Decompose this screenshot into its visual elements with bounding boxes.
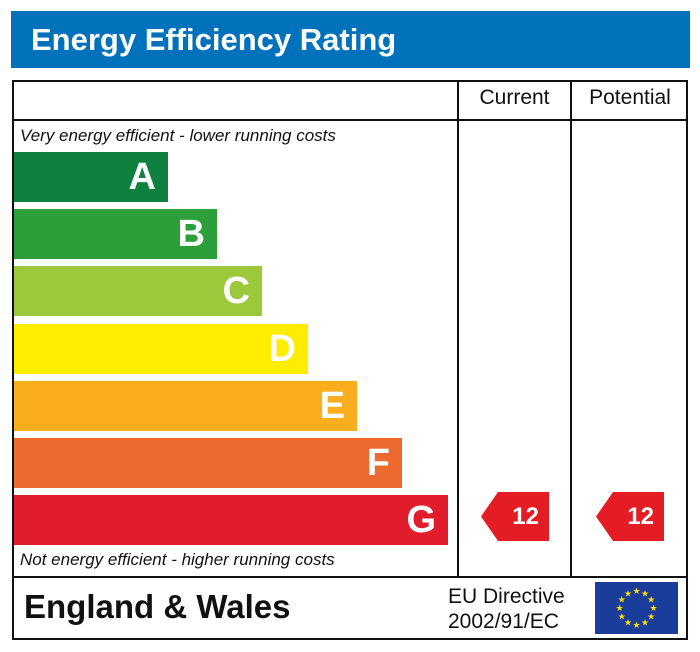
- band-g: G: [14, 495, 448, 546]
- star-icon: ★: [647, 612, 655, 622]
- band-b: B: [14, 209, 217, 260]
- directive-line2: 2002/91/EC: [448, 610, 559, 633]
- band-a: A: [14, 152, 168, 202]
- column-header-potential: Potential: [589, 86, 671, 109]
- rating-table: [12, 80, 688, 640]
- directive-line1: EU Directive: [448, 585, 565, 608]
- bottom-note: Not energy efficient - higher running co…: [20, 550, 335, 569]
- star-icon: ★: [641, 588, 649, 598]
- band-c: C: [14, 266, 262, 317]
- region-label: England & Wales: [24, 588, 291, 625]
- band-e: E: [14, 380, 357, 431]
- star-icon: ★: [618, 595, 626, 605]
- column-divider-potential: [570, 80, 572, 577]
- header-divider: [12, 119, 688, 121]
- current-rating-arrow: 12: [481, 492, 549, 541]
- eu-flag-icon: ★ ★ ★ ★ ★ ★ ★ ★ ★ ★ ★ ★: [595, 582, 678, 634]
- footer-divider: [12, 576, 688, 578]
- star-icon: ★: [618, 612, 626, 622]
- star-icon: ★: [649, 603, 657, 613]
- star-icon: ★: [647, 595, 655, 605]
- star-icon: ★: [624, 588, 632, 598]
- star-icon: ★: [632, 586, 640, 596]
- eu-stars: ★ ★★★★★★★★★★★: [615, 586, 657, 630]
- star-icon: ★: [632, 620, 640, 630]
- page-title: Energy Efficiency Rating: [11, 11, 690, 68]
- star-icon: ★: [624, 618, 632, 628]
- band-f: F: [14, 438, 402, 488]
- star-icon: ★: [641, 618, 649, 628]
- band-d: D: [14, 323, 308, 374]
- star-icon: ★: [615, 603, 623, 613]
- column-divider-current: [457, 80, 459, 577]
- column-header-current: Current: [479, 86, 550, 109]
- eu-directive: EU Directive 2002/91/EC: [448, 584, 565, 634]
- top-note: Very energy efficient - lower running co…: [20, 126, 336, 145]
